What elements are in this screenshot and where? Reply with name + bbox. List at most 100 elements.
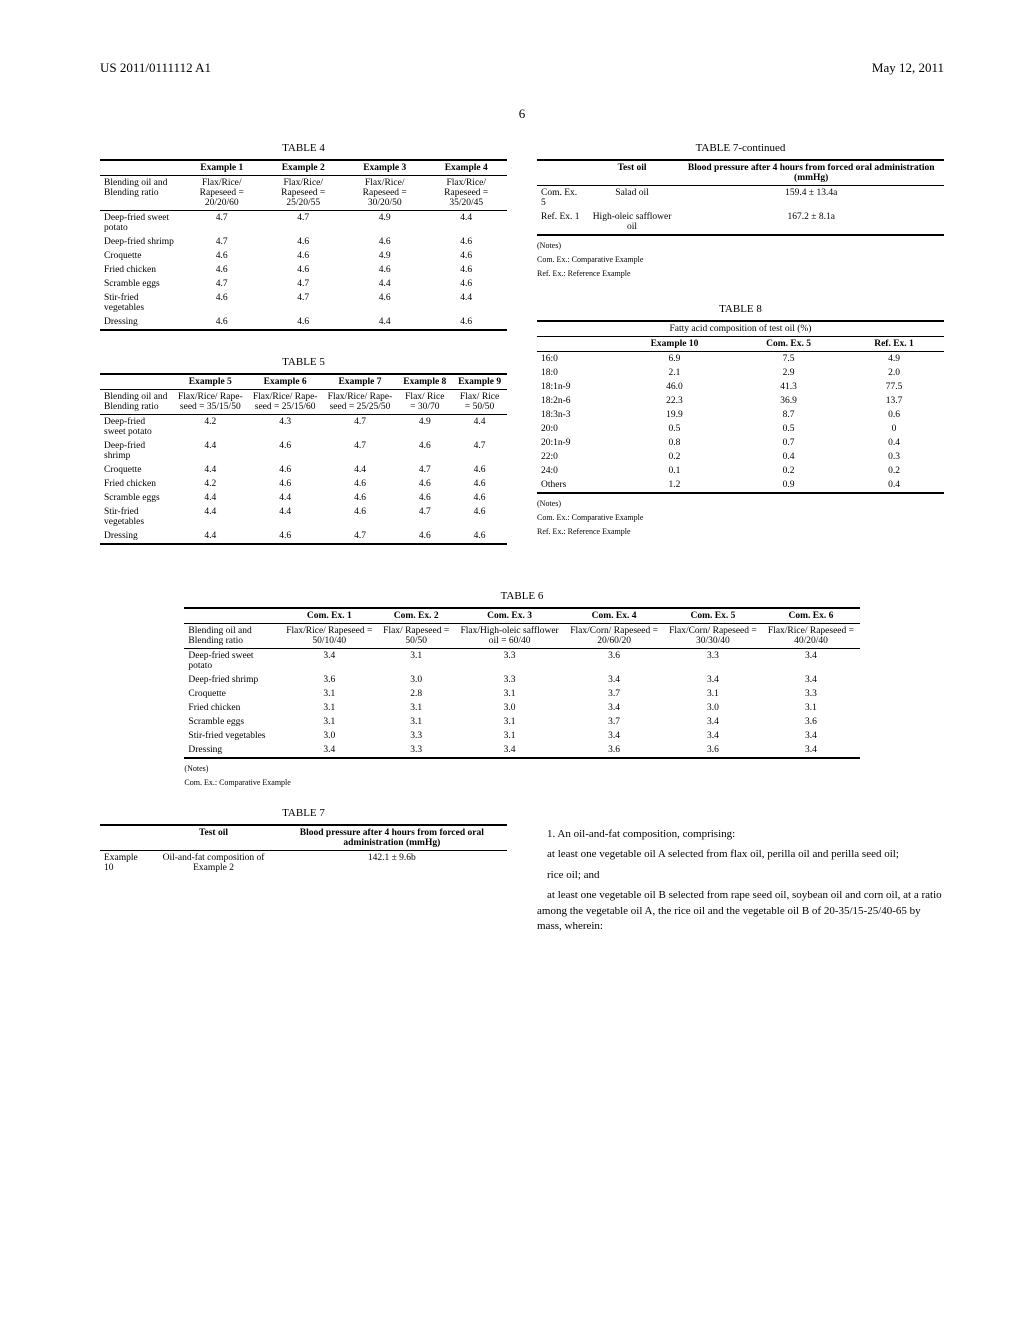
col-header: Test oil — [150, 825, 276, 851]
row-label: Scramble eggs — [100, 491, 173, 505]
cell: 4.6 — [248, 477, 323, 491]
cell: 0.2 — [733, 464, 844, 478]
cell: 3.4 — [664, 673, 763, 687]
cell: 3.6 — [664, 743, 763, 758]
table-6: TABLE 6 Com. Ex. 1 Com. Ex. 2 Com. Ex. 3… — [184, 590, 859, 787]
cell: 0.6 — [844, 408, 944, 422]
cell: Flax/Corn/ Rapeseed = 30/30/40 — [664, 624, 763, 649]
cell: 3.1 — [378, 701, 455, 715]
col-header — [100, 160, 181, 176]
cell: 3.3 — [378, 743, 455, 758]
cell: 4.9 — [344, 249, 425, 263]
cell: 2.0 — [844, 366, 944, 380]
col-header: Com. Ex. 1 — [281, 608, 378, 624]
row-label: Dressing — [100, 315, 181, 330]
cell: 3.1 — [281, 715, 378, 729]
col-header: Com. Ex. 3 — [455, 608, 565, 624]
cell: Flax/ Rice = 30/70 — [397, 390, 452, 415]
cell: 0.3 — [844, 450, 944, 464]
col-header: Example 4 — [425, 160, 507, 176]
cell: 4.6 — [425, 249, 507, 263]
cell: 4.6 — [181, 291, 262, 315]
col-header: Example 7 — [323, 374, 398, 390]
row-label: Stir-fried vegetables — [100, 505, 173, 529]
cell: 4.7 — [262, 277, 343, 291]
cell: 77.5 — [844, 380, 944, 394]
row-label: 18:3n-3 — [537, 408, 616, 422]
col-header — [537, 160, 586, 186]
row-label: 16:0 — [537, 352, 616, 367]
cell: 7.5 — [733, 352, 844, 367]
cell: 3.4 — [565, 729, 664, 743]
cell: 4.2 — [173, 415, 248, 440]
table-title: TABLE 7 — [100, 807, 507, 819]
row-label: Scramble eggs — [184, 715, 280, 729]
cell: 0.5 — [733, 422, 844, 436]
cell: 3.1 — [281, 687, 378, 701]
cell: 4.6 — [397, 491, 452, 505]
row-label: Deep-fried shrimp — [100, 235, 181, 249]
cell: 2.9 — [733, 366, 844, 380]
cell: 4.6 — [344, 235, 425, 249]
cell: 3.4 — [281, 743, 378, 758]
cell: 19.9 — [616, 408, 733, 422]
cell: 4.7 — [262, 291, 343, 315]
cell: 4.9 — [344, 211, 425, 236]
cell: 3.1 — [281, 701, 378, 715]
col-header: Example 2 — [262, 160, 343, 176]
cell: Flax/Rice/ Rapeseed = 25/20/55 — [262, 176, 343, 211]
col-header: Example 6 — [248, 374, 323, 390]
cell: Flax/Rice/ Rapeseed = 30/20/50 — [344, 176, 425, 211]
cell: 142.1 ± 9.6b — [277, 851, 507, 876]
cell: 3.6 — [762, 715, 859, 729]
row-label: Blending oil and Blending ratio — [184, 624, 280, 649]
col-header — [537, 337, 616, 352]
cell: 4.4 — [173, 505, 248, 529]
col-header: Blood pressure after 4 hours from forced… — [678, 160, 944, 186]
notes: Ref. Ex.: Reference Example — [537, 269, 944, 278]
table-title: TABLE 4 — [100, 142, 507, 154]
row-label: Deep-fried sweet potato — [100, 211, 181, 236]
table-title: TABLE 8 — [537, 303, 944, 315]
cell: 4.4 — [323, 463, 398, 477]
cell: 4.6 — [397, 439, 452, 463]
row-label: Deep-fried sweet potato — [184, 649, 280, 674]
table-7: TABLE 7 Test oil Blood pressure after 4 … — [100, 807, 507, 875]
cell: 4.4 — [173, 463, 248, 477]
cell: 4.6 — [262, 263, 343, 277]
row-label: 22:0 — [537, 450, 616, 464]
subtitle: Fatty acid composition of test oil (%) — [537, 321, 944, 337]
col-header: Ref. Ex. 1 — [844, 337, 944, 352]
row-label: Croquette — [100, 249, 181, 263]
cell: 3.4 — [664, 715, 763, 729]
cell: 3.3 — [762, 687, 859, 701]
table-title: TABLE 7-continued — [537, 142, 944, 154]
cell: 4.6 — [344, 263, 425, 277]
cell: 4.6 — [397, 477, 452, 491]
row-label: Com. Ex. 5 — [537, 186, 586, 211]
notes: (Notes) — [537, 241, 944, 250]
row-label: Others — [537, 478, 616, 493]
doc-date: May 12, 2011 — [872, 60, 944, 76]
cell: 3.1 — [378, 715, 455, 729]
cell: 4.6 — [425, 235, 507, 249]
cell: 13.7 — [844, 394, 944, 408]
cell: 4.4 — [452, 415, 507, 440]
row-label: Stir-fried vegetables — [184, 729, 280, 743]
cell: 4.7 — [323, 439, 398, 463]
cell: 3.4 — [762, 729, 859, 743]
cell: 3.4 — [565, 673, 664, 687]
cell: 4.6 — [262, 249, 343, 263]
table-title: TABLE 6 — [184, 590, 859, 602]
row-label: 18:2n-6 — [537, 394, 616, 408]
col-header: Blood pressure after 4 hours from forced… — [277, 825, 507, 851]
cell: 4.6 — [323, 477, 398, 491]
cell: 4.6 — [181, 249, 262, 263]
cell: High-oleic safflower oil — [586, 210, 679, 235]
cell: 0.4 — [844, 478, 944, 493]
cell: 3.3 — [378, 729, 455, 743]
claims-text: 1. An oil-and-fat composition, comprisin… — [537, 827, 944, 934]
cell: 4.7 — [323, 415, 398, 440]
cell: 4.4 — [248, 505, 323, 529]
cell: Oil-and-fat composition of Example 2 — [150, 851, 276, 876]
